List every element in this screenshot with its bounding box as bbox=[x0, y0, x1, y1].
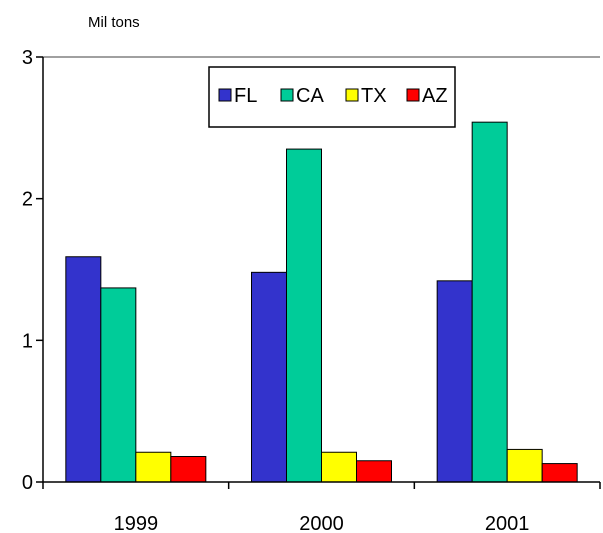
bar-az-2001 bbox=[541, 463, 578, 483]
x-tick-label-1999: 1999 bbox=[114, 513, 159, 533]
x-tick-label-2000: 2000 bbox=[299, 513, 344, 533]
y-tick-label-1: 1 bbox=[22, 330, 33, 352]
legend-swatch-az bbox=[406, 88, 420, 102]
y-tick-label-3: 3 bbox=[22, 47, 33, 69]
legend-swatch-ca bbox=[280, 88, 294, 102]
bar-fl-2000 bbox=[251, 271, 287, 483]
bar-az-2000 bbox=[356, 460, 392, 483]
bar-tx-2001 bbox=[506, 448, 543, 483]
legend-swatch-tx bbox=[345, 88, 359, 102]
bar-fl-1999 bbox=[65, 256, 102, 483]
bar-az-1999 bbox=[170, 456, 207, 483]
bar-tx-1999 bbox=[135, 451, 172, 483]
bar-ca-2000 bbox=[286, 148, 322, 483]
x-tick-label-2001: 2001 bbox=[485, 513, 530, 533]
legend-label-ca: CA bbox=[296, 85, 324, 107]
bars-group bbox=[65, 121, 578, 483]
y-tick-label-2: 2 bbox=[22, 189, 33, 211]
bar-fl-2001 bbox=[436, 280, 473, 483]
y-tick-label-0: 0 bbox=[22, 472, 33, 494]
legend-label-tx: TX bbox=[361, 85, 387, 107]
bar-ca-2001 bbox=[471, 121, 508, 483]
legend-label-fl: FL bbox=[234, 85, 257, 107]
y-axis-label: Mil tons bbox=[88, 14, 140, 31]
bar-ca-1999 bbox=[100, 287, 137, 483]
legend: FL CA TX AZ bbox=[208, 66, 456, 128]
legend-swatch-fl bbox=[218, 88, 232, 102]
legend-label-az: AZ bbox=[422, 85, 448, 107]
bar-tx-2000 bbox=[321, 451, 357, 483]
axes-group: 0 1 2 3 1999 2000 2001 bbox=[22, 47, 601, 533]
